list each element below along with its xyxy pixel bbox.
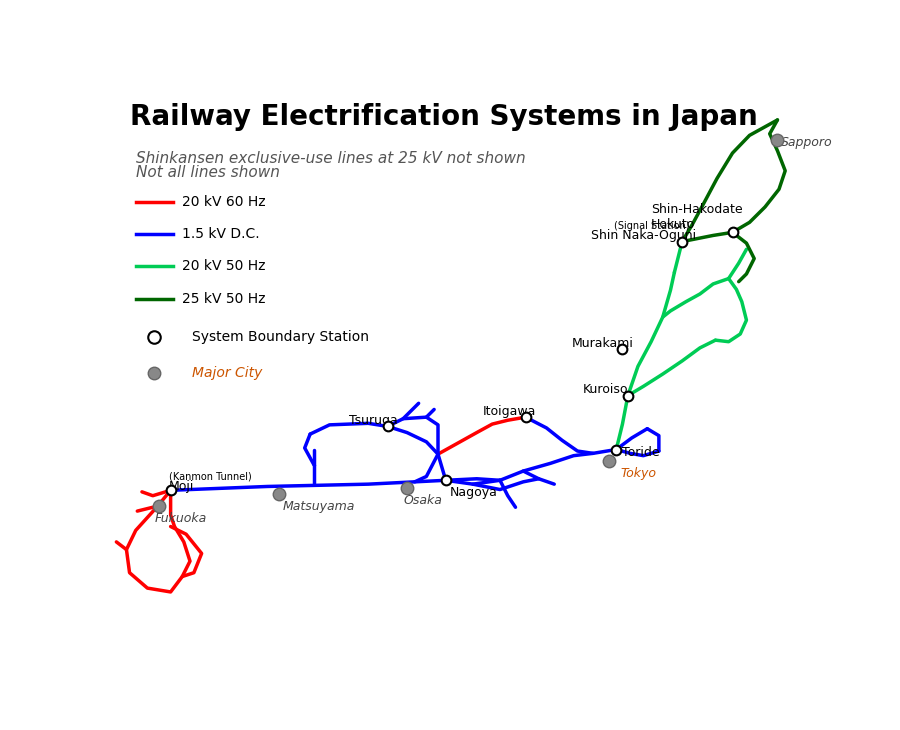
Text: 20 kV 60 Hz: 20 kV 60 Hz: [182, 195, 266, 209]
Text: Toride: Toride: [623, 445, 660, 458]
Text: Murakami: Murakami: [572, 337, 634, 350]
Text: Tsuruga: Tsuruga: [349, 414, 398, 427]
Text: Osaka: Osaka: [403, 494, 442, 507]
Text: Nagoya: Nagoya: [450, 486, 498, 499]
Text: Railway Electrification Systems in Japan: Railway Electrification Systems in Japan: [130, 103, 757, 131]
Text: Moji: Moji: [169, 480, 194, 493]
Text: 25 kV 50 Hz: 25 kV 50 Hz: [182, 291, 266, 306]
Text: Fukuoka: Fukuoka: [155, 512, 207, 525]
Text: Not all lines shown: Not all lines shown: [136, 164, 280, 180]
Text: Matsuyama: Matsuyama: [283, 500, 356, 513]
Text: (Kanmon Tunnel): (Kanmon Tunnel): [169, 471, 252, 481]
Text: 20 kV 50 Hz: 20 kV 50 Hz: [182, 259, 266, 273]
Text: Sapporo: Sapporo: [781, 136, 833, 149]
Text: Shin-Hakodate
Hokuto: Shin-Hakodate Hokuto: [651, 203, 742, 231]
Text: Shin Naka-Oguni: Shin Naka-Oguni: [590, 229, 696, 242]
Text: Kuroiso: Kuroiso: [583, 383, 628, 396]
Text: Itoigawa: Itoigawa: [483, 405, 536, 418]
Text: (Signal Station): (Signal Station): [614, 220, 689, 231]
Text: Shinkansen exclusive-use lines at 25 kV not shown: Shinkansen exclusive-use lines at 25 kV …: [136, 150, 526, 166]
Text: 1.5 kV D.C.: 1.5 kV D.C.: [182, 227, 260, 241]
Text: Major City: Major City: [192, 366, 262, 380]
Text: System Boundary Station: System Boundary Station: [192, 330, 369, 344]
Text: Tokyo: Tokyo: [620, 467, 656, 480]
